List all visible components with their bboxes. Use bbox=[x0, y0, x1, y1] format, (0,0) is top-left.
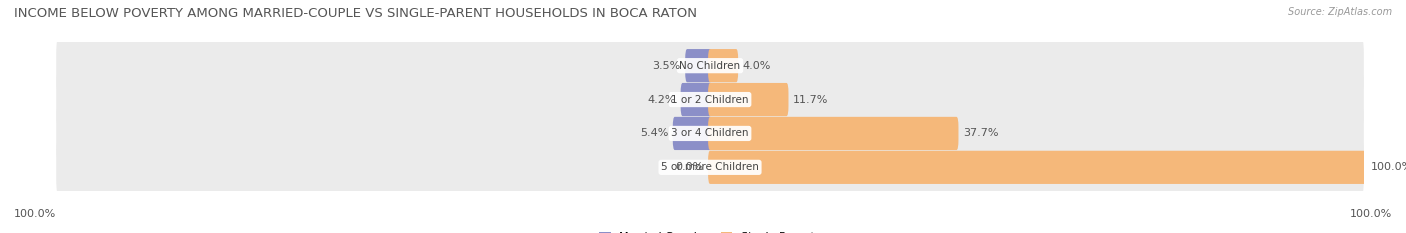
FancyBboxPatch shape bbox=[709, 151, 1365, 184]
Text: 1 or 2 Children: 1 or 2 Children bbox=[671, 95, 749, 105]
Text: 5.4%: 5.4% bbox=[640, 128, 668, 138]
FancyBboxPatch shape bbox=[709, 117, 959, 150]
FancyBboxPatch shape bbox=[709, 49, 738, 82]
Text: 11.7%: 11.7% bbox=[793, 95, 828, 105]
FancyBboxPatch shape bbox=[56, 37, 1364, 95]
Text: 0.0%: 0.0% bbox=[675, 162, 703, 172]
Text: 3 or 4 Children: 3 or 4 Children bbox=[671, 128, 749, 138]
Text: 4.2%: 4.2% bbox=[648, 95, 676, 105]
Text: 37.7%: 37.7% bbox=[963, 128, 998, 138]
Text: No Children: No Children bbox=[679, 61, 741, 71]
FancyBboxPatch shape bbox=[709, 83, 789, 116]
Text: INCOME BELOW POVERTY AMONG MARRIED-COUPLE VS SINGLE-PARENT HOUSEHOLDS IN BOCA RA: INCOME BELOW POVERTY AMONG MARRIED-COUPL… bbox=[14, 7, 697, 20]
FancyBboxPatch shape bbox=[672, 117, 711, 150]
Text: 100.0%: 100.0% bbox=[14, 209, 56, 219]
Text: 5 or more Children: 5 or more Children bbox=[661, 162, 759, 172]
Text: 3.5%: 3.5% bbox=[652, 61, 681, 71]
Text: 4.0%: 4.0% bbox=[742, 61, 770, 71]
FancyBboxPatch shape bbox=[681, 83, 711, 116]
FancyBboxPatch shape bbox=[56, 104, 1364, 163]
FancyBboxPatch shape bbox=[685, 49, 711, 82]
FancyBboxPatch shape bbox=[56, 70, 1364, 129]
Text: Source: ZipAtlas.com: Source: ZipAtlas.com bbox=[1288, 7, 1392, 17]
Text: 100.0%: 100.0% bbox=[1350, 209, 1392, 219]
FancyBboxPatch shape bbox=[56, 138, 1364, 196]
Text: 100.0%: 100.0% bbox=[1371, 162, 1406, 172]
Legend: Married Couples, Single Parents: Married Couples, Single Parents bbox=[599, 232, 821, 233]
